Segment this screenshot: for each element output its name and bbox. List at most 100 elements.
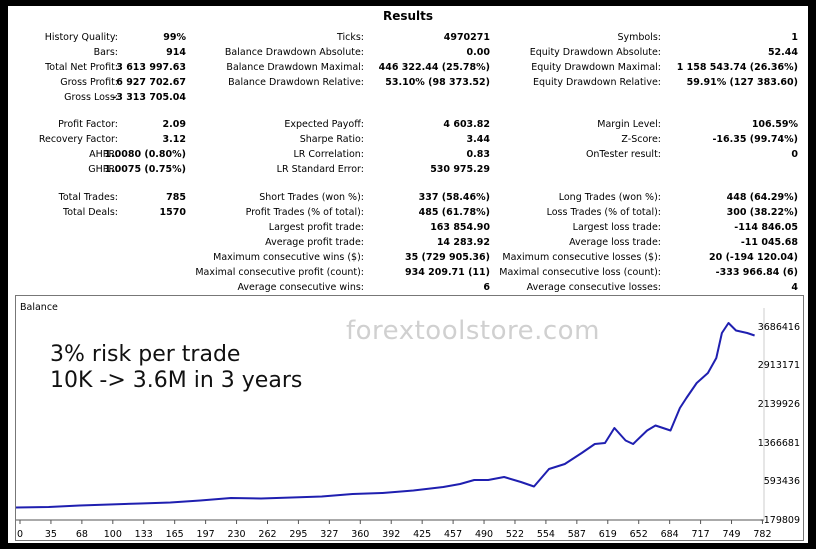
x-tick-label-1: 35 [45, 529, 57, 540]
col3-value-3: 59.91% (127 383.60) [686, 77, 798, 88]
col1-label-5: Profit Factor: [58, 119, 118, 130]
x-tick-label-14: 457 [444, 529, 462, 540]
col3-label-7: Long Trades (won %): [558, 192, 661, 203]
col3-label-3: Equity Drawdown Relative: [532, 77, 661, 88]
col1-label-2: Total Net Profit: [45, 62, 118, 73]
col1-value-7: 1.0080 (0.80%) [104, 149, 186, 160]
col2-label-11: Average profit trade: [265, 237, 364, 248]
col2-value-0: 4970271 [443, 32, 490, 43]
y-tick-label-5: -179809 [760, 515, 800, 526]
col1-value-4: -3 313 705.04 [112, 92, 186, 103]
col3-value-13: 4 [791, 282, 798, 293]
balance-chart-svg: Balance 3686416 2913171 2139926 1366681 59343… [16, 302, 800, 540]
col2-label-1: Balance Drawdown Absolute: [224, 47, 364, 58]
x-tick-label-8: 262 [258, 529, 276, 540]
col1-label-8: GHPR: [88, 164, 118, 175]
x-tick-label-16: 522 [506, 529, 524, 540]
growth-caption: 10K -> 3.6M in 3 years [50, 368, 303, 393]
col2-label-0: Ticks: [336, 32, 364, 43]
x-tick-label-4: 133 [135, 529, 153, 540]
col2-value-5: 3.44 [466, 134, 490, 145]
x-tick-label-22: 717 [692, 529, 710, 540]
col1-label-3: Gross Profit: [60, 77, 118, 88]
col2-value-7: 530 975.29 [430, 164, 490, 175]
col3-label-6: OnTester result: [585, 149, 661, 160]
col3-value-1: 52.44 [767, 47, 798, 58]
col2-label-8: Short Trades (won %): [259, 192, 364, 203]
col3-label-2: Equity Drawdown Maximal: [531, 62, 661, 73]
col1-value-2: 3 613 997.63 [116, 62, 186, 73]
page-title: Results [382, 9, 434, 23]
x-tick-label-18: 587 [568, 529, 586, 540]
col2-value-4: 4 603.82 [443, 119, 490, 130]
x-tick-label-0: 0 [17, 529, 23, 540]
col3-label-5: Z-Score: [621, 134, 661, 145]
x-tick-label-5: 165 [166, 529, 184, 540]
col3-value-10: -11 045.68 [740, 237, 798, 248]
col3-value-11: 20 (-194 120.04) [709, 252, 798, 263]
col3-label-10: Average loss trade: [569, 237, 661, 248]
col3-value-2: 1 158 543.74 (26.36%) [676, 62, 798, 73]
chart-title: Balance [20, 302, 58, 313]
col2-label-2: Balance Drawdown Maximal: [226, 62, 364, 73]
col1-label-10: Total Deals: [63, 207, 118, 218]
col3-value-7: 448 (64.29%) [726, 192, 798, 203]
col2-value-8: 337 (58.46%) [418, 192, 490, 203]
col1-label-9: Total Trades: [58, 192, 118, 203]
col3-value-5: -16.35 (99.74%) [712, 134, 798, 145]
col2-value-3: 53.10% (98 373.52) [385, 77, 490, 88]
y-tick-label-0: 3686416 [758, 322, 800, 333]
col1-label-6: Recovery Factor: [38, 134, 118, 145]
x-tick-label-2: 68 [76, 529, 88, 540]
watermark: forextoolstore.com [346, 316, 600, 346]
col2-value-12: 35 (729 905.36) [404, 252, 490, 263]
x-tick-label-6: 197 [197, 529, 215, 540]
y-tick-label-4: 593436 [764, 476, 800, 487]
col3-value-9: -114 846.05 [734, 222, 798, 233]
x-tick-label-24: 782 [753, 529, 771, 540]
col3-label-1: Equity Drawdown Absolute: [529, 47, 661, 58]
col3-label-4: Margin Level: [597, 119, 661, 130]
x-tick-label-12: 392 [382, 529, 400, 540]
x-tick-label-13: 425 [413, 529, 431, 540]
col1-value-10: 1570 [159, 207, 186, 218]
col2-value-14: 6 [483, 282, 490, 293]
x-tick-label-11: 360 [351, 529, 369, 540]
x-tick-label-23: 749 [722, 529, 740, 540]
x-tick-label-7: 230 [227, 529, 245, 540]
col2-value-9: 485 (61.78%) [418, 207, 490, 218]
col1-value-5: 2.09 [162, 119, 186, 130]
col2-label-9: Profit Trades (% of total): [245, 207, 364, 218]
col2-label-6: LR Correlation: [293, 149, 365, 160]
col3-label-13: Average consecutive losses: [526, 282, 661, 293]
col2-value-10: 163 854.90 [430, 222, 490, 233]
col2-label-14: Average consecutive wins: [237, 282, 364, 293]
col1-label-0: History Quality: [44, 32, 118, 43]
col2-label-3: Balance Drawdown Relative: [228, 77, 364, 88]
col1-label-1: Bars: [93, 47, 118, 58]
col2-label-4: Expected Payoff: [284, 119, 364, 130]
col3-value-0: 1 [791, 32, 798, 43]
x-tick-label-20: 652 [630, 529, 648, 540]
y-tick-label-1: 2913171 [758, 360, 800, 371]
x-tick-label-19: 619 [599, 529, 617, 540]
col3-label-9: Largest loss trade: [572, 222, 661, 233]
col2-label-12: Maximum consecutive wins ($): [213, 252, 364, 263]
risk-caption: 3% risk per trade [50, 342, 241, 367]
col2-label-13: Maximal consecutive profit (count): [195, 267, 364, 278]
col2-label-5: Sharpe Ratio: [299, 134, 364, 145]
x-tick-label-10: 327 [320, 529, 338, 540]
x-tick-label-21: 684 [661, 529, 679, 540]
col1-value-0: 99% [163, 32, 186, 43]
col3-value-6: 0 [791, 149, 798, 160]
col3-label-0: Symbols: [617, 32, 661, 43]
col3-label-11: Maximum consecutive losses ($): [502, 252, 661, 263]
col3-value-4: 106.59% [751, 119, 798, 130]
col2-value-11: 14 283.92 [436, 237, 490, 248]
x-tick-label-3: 100 [104, 529, 122, 540]
col2-value-6: 0.83 [466, 149, 490, 160]
col1-value-8: 1.0075 (0.75%) [104, 164, 186, 175]
y-tick-label-2: 2139926 [758, 399, 800, 410]
col1-value-9: 785 [166, 192, 186, 203]
col2-label-10: Largest profit trade: [268, 222, 364, 233]
